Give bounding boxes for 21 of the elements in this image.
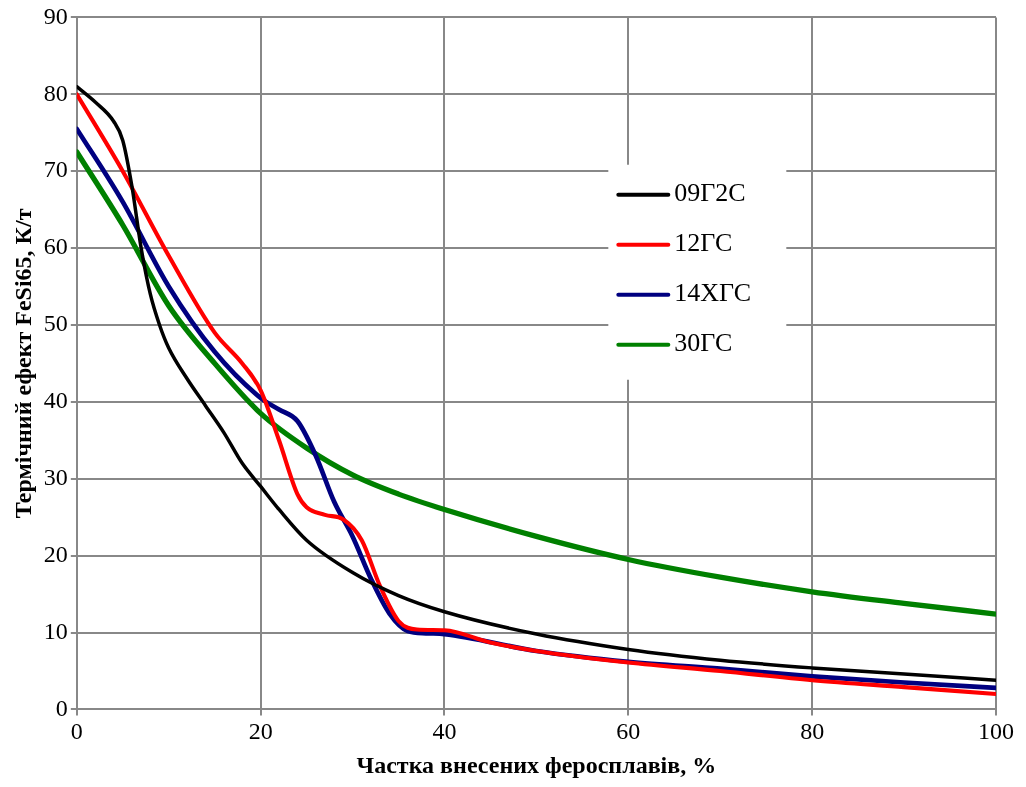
y-axis-title: Термічний ефект FeSi65, К/т bbox=[9, 208, 36, 519]
y-tick-label: 90 bbox=[43, 2, 68, 29]
x-tick-label: 100 bbox=[978, 718, 1014, 745]
y-tick-label: 20 bbox=[43, 540, 68, 567]
x-axis-title: Частка внесених феросплавів, % bbox=[356, 751, 717, 778]
x-tick-label: 80 bbox=[800, 718, 825, 745]
y-tick-label: 70 bbox=[43, 156, 68, 183]
y-tick-label: 40 bbox=[43, 387, 68, 414]
x-tick-label: 20 bbox=[248, 718, 273, 745]
y-tick-label: 0 bbox=[55, 694, 68, 721]
y-tick-label: 50 bbox=[43, 310, 68, 337]
y-tick-label: 10 bbox=[43, 617, 68, 644]
y-tick-label: 60 bbox=[43, 233, 68, 260]
legend-label: 09Г2С bbox=[674, 178, 746, 208]
legend-label: 30ГС bbox=[674, 328, 733, 358]
y-tick-label: 30 bbox=[43, 464, 68, 491]
x-tick-label: 60 bbox=[616, 718, 641, 745]
x-tick-label: 40 bbox=[432, 718, 457, 745]
legend-label: 12ГС bbox=[674, 228, 733, 258]
y-tick-label: 80 bbox=[43, 79, 68, 106]
legend-label: 14ХГС bbox=[674, 278, 752, 308]
